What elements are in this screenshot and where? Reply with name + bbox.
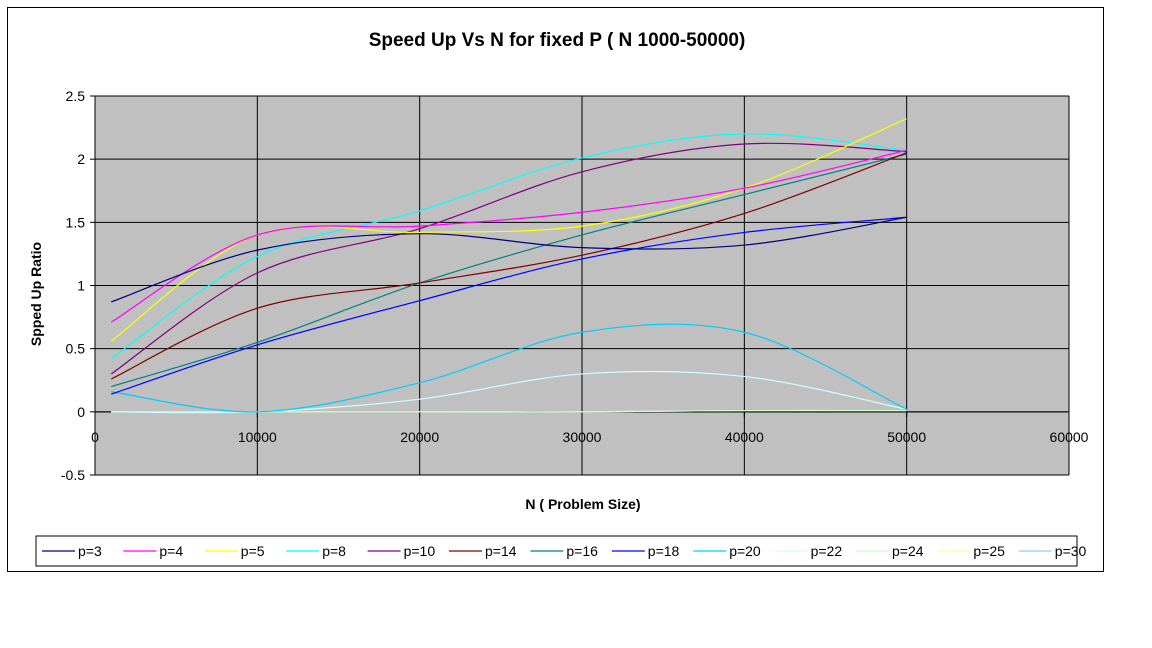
legend-item: p=8 [286,543,346,559]
legend-label: p=30 [1055,543,1087,559]
legend-label: p=10 [404,543,436,559]
x-tick-label: 30000 [563,429,602,445]
legend-item: p=20 [693,543,761,559]
legend-label: p=22 [811,543,843,559]
y-tick-label: 2 [77,151,85,167]
chart-frame: Speed Up Vs N for fixed P ( N 1000-50000… [7,7,1104,572]
series-line-p14 [110,152,907,380]
y-tick-labels: -0.5 0 0.5 1 1.5 2 2.5 [61,88,85,483]
legend-label: p=14 [485,543,517,559]
legend-item: p=10 [367,543,436,559]
x-axis-title: N ( Problem Size) [525,496,640,512]
series-lines [110,118,907,414]
series-line-p3 [111,216,907,303]
legend-item: p=3 [42,543,102,559]
series-line-p4 [110,149,907,323]
legend-label: p=24 [892,543,924,559]
chart-title: Speed Up Vs N for fixed P ( N 1000-50000… [369,30,746,51]
legend-label: p=18 [648,543,680,559]
x-tick-labels: 0 10000 20000 30000 40000 50000 60000 [91,429,1089,445]
chart-svg: Speed Up Vs N for fixed P ( N 1000-50000… [28,30,1089,567]
legend-item: p=18 [611,543,680,559]
y-axis-title: Spped Up Ratio [28,242,44,346]
legend-items: p=3 p=4 p=5 p=8 p=10 p=14 p=16 p=18 p=20 p=22 p=24… [42,543,1087,559]
legend-label: p=20 [729,543,761,559]
series-line-p8 [110,133,907,360]
legend-item: p=24 [856,543,924,559]
legend-item: p=4 [123,543,183,559]
x-tick-label: 50000 [887,429,926,445]
x-tick-label: 0 [91,429,99,445]
legend-item: p=5 [204,543,265,559]
x-tick-label: 10000 [238,429,277,445]
y-tick-label: 0 [77,404,85,420]
legend-item: p=22 [774,543,843,559]
series-line-p20 [111,323,907,413]
series-line-p10 [110,142,907,375]
legend-label: p=25 [973,543,1005,559]
x-tick-label: 20000 [400,429,439,445]
legend-label: p=4 [159,543,183,559]
y-tick-label: 0.5 [66,341,86,357]
legend-label: p=16 [566,543,598,559]
legend-item: p=30 [1018,543,1087,559]
legend-item: p=14 [449,543,517,559]
x-tick-label: 60000 [1050,429,1089,445]
series-line-p22 [111,370,907,414]
x-tick-label: 40000 [725,429,764,445]
legend-label: p=8 [322,543,346,559]
y-tick-label: 1 [77,278,85,294]
legend-item: p=16 [530,543,598,559]
series-line-p16 [111,153,907,388]
legend-label: p=5 [241,543,265,559]
y-tick-label: -0.5 [61,467,85,483]
y-tick-label: 2.5 [66,88,86,104]
y-tick-label: 1.5 [66,214,86,230]
legend-label: p=3 [78,543,102,559]
series-line-p5 [110,118,907,342]
series-line-p18 [111,216,907,395]
legend-item: p=25 [937,543,1005,559]
legend: p=3 p=4 p=5 p=8 p=10 p=14 p=16 p=18 p=20 p=22 p=24… [35,535,1087,567]
